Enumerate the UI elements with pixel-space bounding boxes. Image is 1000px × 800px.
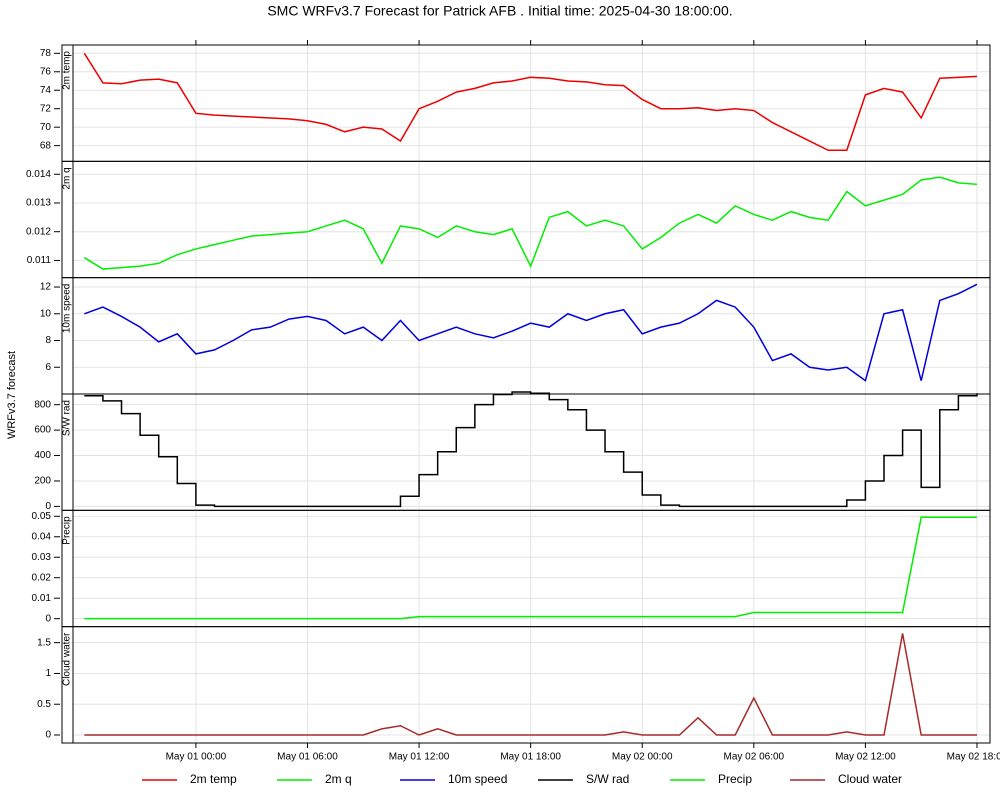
y-tick-label: 72 [40, 103, 52, 114]
y-tick-label: 1.5 [37, 637, 51, 648]
legend-label: Precip [718, 772, 752, 786]
panel-label: 2m q [62, 167, 73, 189]
y-tick-label: 0.011 [27, 255, 52, 266]
y-tick-label: 0 [45, 501, 51, 512]
y-tick-label: 8 [45, 335, 51, 346]
x-tick-label: May 02 18:00 [947, 752, 1000, 763]
y-tick-label: 1 [45, 668, 51, 679]
y-tick-label: 10 [40, 308, 52, 319]
y-tick-label: 78 [40, 48, 52, 59]
series-line [84, 633, 977, 736]
chart-title: SMC WRFv3.7 Forecast for Patrick AFB . I… [267, 3, 732, 19]
y-tick-label: 0.013 [26, 198, 51, 209]
panel-label: 2m temp [62, 51, 73, 90]
panel-label: Precip [62, 516, 73, 545]
legend-label: 2m q [325, 772, 352, 786]
panel-frame [61, 44, 991, 162]
x-tick-label: May 02 12:00 [835, 752, 896, 763]
panel-frame [61, 509, 991, 628]
y-tick-label: 68 [40, 140, 52, 151]
y-tick-label: 0 [45, 613, 51, 624]
y-axis-title: WRFv3.7 forecast [6, 351, 18, 439]
y-tick-label: 0 [45, 730, 51, 741]
y-tick-label: 0.014 [26, 169, 51, 180]
y-tick-label: 600 [34, 425, 51, 436]
x-tick-label: May 01 18:00 [500, 752, 561, 763]
y-tick-label: 0.05 [32, 511, 52, 522]
x-tick-label: May 01 00:00 [166, 752, 227, 763]
panel-label: S/W rad [62, 400, 73, 436]
x-tick-label: May 01 12:00 [389, 752, 450, 763]
y-tick-label: 0.01 [32, 593, 52, 604]
y-tick-label: 76 [40, 66, 52, 77]
legend-label: S/W rad [586, 772, 629, 786]
x-tick-label: May 02 00:00 [612, 752, 673, 763]
series-line [84, 516, 977, 620]
y-tick-label: 74 [40, 85, 52, 96]
y-tick-label: 0.012 [26, 226, 51, 237]
y-tick-label: 0.04 [32, 531, 52, 542]
series-line [83, 176, 978, 270]
y-tick-label: 6 [45, 362, 51, 373]
panel-frame [61, 626, 991, 744]
series-line [84, 391, 978, 508]
legend-label: Cloud water [838, 772, 902, 786]
y-tick-label: 200 [34, 476, 51, 487]
panel-label: 10m speed [62, 284, 73, 333]
legend-label: 10m speed [448, 772, 507, 786]
legend-label: 2m temp [190, 772, 237, 786]
panel-label: Cloud water [62, 632, 73, 686]
x-tick-label: May 01 06:00 [277, 752, 338, 763]
panel-frame [61, 393, 991, 511]
y-tick-label: 800 [34, 399, 51, 410]
y-tick-label: 0.03 [32, 552, 52, 563]
series-line [83, 52, 978, 152]
y-tick-label: 70 [40, 122, 52, 133]
x-tick-label: May 02 06:00 [724, 752, 785, 763]
y-tick-label: 12 [40, 282, 52, 293]
y-tick-label: 400 [34, 450, 51, 461]
series-line [84, 283, 978, 382]
y-tick-label: 0.02 [32, 572, 52, 583]
panel-frame [61, 277, 991, 395]
y-tick-label: 0.5 [37, 699, 51, 710]
